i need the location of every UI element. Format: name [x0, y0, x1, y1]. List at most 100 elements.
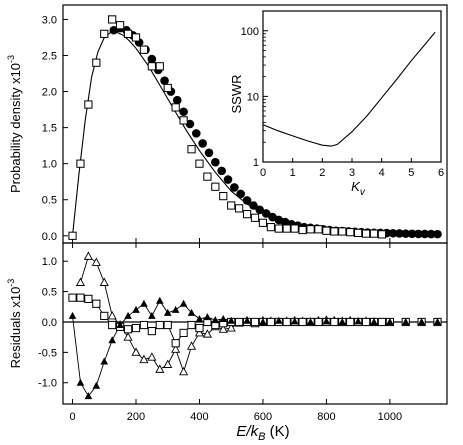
main-square-point — [100, 29, 109, 38]
inset-y-tick-label: 10 — [247, 91, 259, 103]
residual-point-open-square — [298, 317, 307, 327]
residual-point-open-triangle — [147, 352, 157, 361]
main-circle-point — [211, 157, 220, 167]
residual-point-open-square — [330, 317, 339, 327]
main-circle-point — [420, 229, 430, 239]
main-circle-point — [204, 148, 214, 158]
main-square-point — [242, 210, 252, 219]
main-circle-point — [185, 119, 195, 129]
residual-point-open-square — [361, 317, 371, 327]
main-circle-point — [433, 229, 442, 239]
main-circle-point — [414, 229, 423, 239]
main-square-point — [116, 21, 125, 30]
main-circle-point — [242, 196, 252, 205]
inset-y-tick-label: 1 — [253, 157, 259, 169]
residual-point-filled-triangle — [124, 311, 132, 319]
main-circle-point — [407, 229, 417, 239]
main-y-tick-label: 1.0 — [42, 159, 57, 171]
residual-point-filled-triangle — [108, 336, 116, 344]
residual-point-filled-triangle — [433, 317, 442, 325]
residual-point-open-triangle — [75, 277, 86, 286]
inset-x-tick-label: 6 — [438, 167, 444, 179]
x-tick-label: 1000 — [378, 411, 402, 423]
inset-x-tick-label: 3 — [349, 167, 355, 179]
residuals-y-tick-label: 1.0 — [42, 256, 57, 268]
residual-point-open-triangle — [99, 277, 109, 286]
inset-x-tick-label: 2 — [319, 167, 325, 179]
residual-point-open-triangle — [194, 327, 205, 337]
residual-point-open-triangle — [123, 332, 133, 341]
residual-point-open-square — [147, 326, 156, 336]
main-circle-point — [236, 189, 246, 199]
residual-point-filled-triangle — [290, 317, 299, 325]
main-square-point — [163, 83, 172, 93]
residual-point-filled-triangle — [195, 314, 204, 322]
residual-point-open-square — [314, 317, 323, 327]
residual-point-open-triangle — [202, 329, 212, 338]
residual-point-open-triangle — [83, 251, 93, 260]
main-y-tick-label: 2.0 — [42, 87, 57, 99]
main-square-point — [361, 229, 371, 238]
main-square-point — [155, 62, 164, 71]
residual-point-open-triangle — [226, 323, 236, 332]
residual-point-filled-triangle — [370, 317, 378, 325]
main-square-point — [84, 100, 93, 109]
main-square-point — [171, 103, 180, 112]
main-circle-point — [223, 175, 233, 184]
residual-point-filled-triangle — [84, 392, 93, 400]
residual-point-filled-triangle — [306, 317, 315, 325]
main-square-point — [68, 231, 77, 240]
main-square-point — [219, 192, 228, 201]
residual-point-open-triangle — [163, 359, 173, 368]
residual-point-filled-triangle — [322, 317, 331, 325]
main-square-point — [235, 204, 244, 213]
residual-point-filled-triangle — [76, 378, 85, 386]
residual-point-open-triangle — [131, 347, 141, 356]
main-circle-point — [160, 76, 169, 86]
x-tick-label: 600 — [254, 411, 272, 423]
residual-point-open-square — [84, 294, 93, 303]
main-square-point — [211, 182, 220, 191]
main-circle-point — [147, 54, 157, 64]
residual-point-open-square — [266, 317, 275, 327]
residual-point-filled-triangle — [227, 316, 235, 324]
residual-point-open-square — [163, 320, 172, 330]
residual-point-filled-triangle — [203, 313, 212, 321]
residual-point-open-square — [171, 339, 180, 348]
residual-point-open-triangle — [139, 354, 149, 364]
main-y-tick-label: 3.0 — [42, 14, 57, 26]
x-tick-label: 200 — [127, 411, 145, 423]
residual-point-open-square — [108, 320, 117, 330]
main-square-point — [195, 159, 204, 168]
residual-point-filled-triangle — [171, 305, 180, 313]
residual-point-filled-triangle — [92, 381, 101, 389]
residual-point-filled-triangle — [155, 296, 164, 304]
residual-point-open-square — [282, 317, 291, 327]
inset-x-tick-label: 5 — [408, 167, 414, 179]
main-square-point — [258, 218, 268, 227]
x-axis-label: E/kB (K) — [236, 423, 289, 443]
residual-point-filled-triangle — [338, 317, 347, 325]
main-square-point — [282, 224, 291, 233]
main-square-point — [108, 15, 117, 24]
main-y-axis-label: Probability density x10-3 — [6, 55, 23, 193]
main-circle-point — [261, 209, 271, 218]
residuals-y-tick-label: -0.5 — [38, 347, 57, 359]
residual-point-filled-triangle — [275, 316, 283, 324]
residual-point-filled-triangle — [386, 317, 394, 325]
residual-point-open-triangle — [179, 366, 189, 376]
x-tick-label: 800 — [317, 411, 335, 423]
main-circle-point — [172, 95, 182, 105]
main-circle-point — [217, 166, 226, 176]
residual-point-open-triangle — [171, 344, 181, 353]
residual-point-open-square — [187, 320, 196, 330]
main-square-point — [298, 225, 307, 235]
inset-x-tick-label: 0 — [260, 167, 266, 179]
residuals-y-axis-label: Residuals x10-3 — [6, 279, 23, 369]
main-y-tick-label: 1.5 — [42, 123, 57, 135]
residual-line-open-triangle — [80, 255, 375, 374]
main-circle-point — [426, 229, 436, 239]
residual-point-open-square — [250, 317, 260, 327]
